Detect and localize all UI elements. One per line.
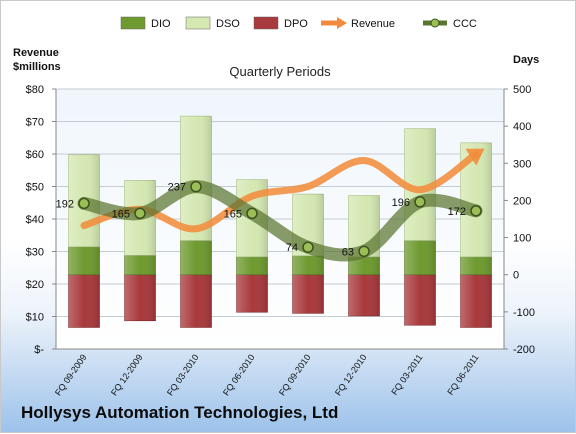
bar-dio-shade — [404, 240, 436, 275]
bar-dpo-shade — [124, 274, 156, 321]
bar-dpo-shade — [180, 274, 212, 328]
ccc-data-label: 74 — [286, 242, 298, 254]
legend-label: DSO — [216, 18, 240, 30]
ccc-data-label: 63 — [342, 246, 354, 258]
category-label: FQ 06-2011 — [445, 352, 480, 397]
bars-layer — [68, 115, 492, 328]
legend-marker-ccc — [430, 18, 440, 28]
legend-arrow-revenue — [337, 17, 347, 29]
left-tick-label: $20 — [26, 279, 44, 291]
category-label: FQ 06-2010 — [221, 352, 257, 397]
lines-layer — [77, 148, 485, 262]
left-tick-label: $70 — [26, 117, 44, 129]
left-axis-title-line1: Revenue — [13, 47, 59, 59]
bar-dio-shade — [236, 256, 268, 275]
right-tick-label: -100 — [513, 307, 535, 319]
left-tick-label: $40 — [26, 214, 44, 226]
right-tick-label: 500 — [513, 84, 531, 96]
ccc-data-label: 165 — [224, 208, 242, 220]
legend: DIO DSO DPO Revenue CCC — [120, 16, 477, 30]
company-title: Hollysys Automation Technologies, Ltd — [21, 403, 339, 422]
left-tick-label: $10 — [26, 312, 44, 324]
left-tick-label: $30 — [26, 247, 44, 259]
left-tick-label: $80 — [26, 84, 44, 96]
bar-dpo-shade — [236, 274, 268, 313]
legend-swatch-dpo — [253, 16, 279, 30]
ccc-data-label: 192 — [56, 198, 74, 210]
category-label: FQ 09-2009 — [53, 352, 89, 397]
left-tick-label: $- — [34, 344, 44, 356]
legend-swatch-dio — [120, 16, 146, 30]
bar-dso-shade — [180, 116, 212, 241]
category-label: FQ 09-2010 — [277, 352, 313, 397]
ccc-data-label: 196 — [392, 197, 410, 209]
right-tick-label: 200 — [513, 195, 531, 207]
ccc-marker — [190, 180, 202, 193]
chart-title: Quarterly Periods — [229, 64, 331, 79]
bar-dpo-shade — [460, 274, 492, 328]
bar-dpo-shade — [68, 274, 100, 328]
bar-dio-shade — [124, 255, 156, 275]
right-tick-label: 400 — [513, 121, 531, 133]
ccc-marker — [470, 205, 482, 217]
legend-swatch-dso — [185, 16, 211, 30]
right-tick-label: 300 — [513, 158, 531, 170]
category-label: FQ 12-2010 — [333, 352, 369, 397]
left-tick-label: $60 — [26, 149, 44, 161]
ccc-line — [77, 180, 483, 262]
left-axis-title-line2: $millions — [13, 61, 61, 73]
ccc-marker — [302, 241, 314, 253]
revenue-arrowhead — [465, 148, 485, 166]
bar-dpo-shade — [292, 274, 324, 314]
category-label: FQ 03-2011 — [389, 352, 424, 397]
legend-label: DPO — [284, 18, 308, 30]
right-tick-label: -200 — [513, 344, 535, 356]
ccc-data-label: 165 — [112, 208, 130, 220]
bar-dio-shade — [292, 255, 324, 275]
bar-dio-shade — [348, 256, 380, 275]
bar-dio-shade — [460, 256, 492, 275]
legend-label: CCC — [453, 18, 477, 30]
right-tick-label: 0 — [513, 270, 519, 282]
bar-dpo-shade — [348, 274, 380, 316]
right-tick-label: 100 — [513, 233, 531, 245]
ccc-marker — [358, 245, 370, 258]
ccc-marker — [414, 196, 426, 208]
category-label: FQ 03-2010 — [165, 352, 201, 397]
right-axis-title: Days — [513, 54, 539, 66]
ccc-marker — [78, 197, 90, 210]
left-tick-label: $50 — [26, 182, 44, 194]
legend-label: Revenue — [351, 18, 395, 30]
ccc-data-label: 172 — [448, 206, 466, 218]
ccc-data-label: 237 — [168, 182, 186, 194]
bar-dio-shade — [68, 246, 100, 275]
bar-dpo-shade — [404, 274, 436, 326]
labels-layer: 192 165 237 165 74 63 196 172 — [56, 182, 466, 259]
category-label: FQ 12-2009 — [109, 352, 145, 397]
ccc-marker — [134, 207, 146, 220]
ccc-marker — [246, 207, 258, 220]
bar-dio-shade — [180, 240, 212, 275]
legend-label: DIO — [151, 18, 171, 30]
